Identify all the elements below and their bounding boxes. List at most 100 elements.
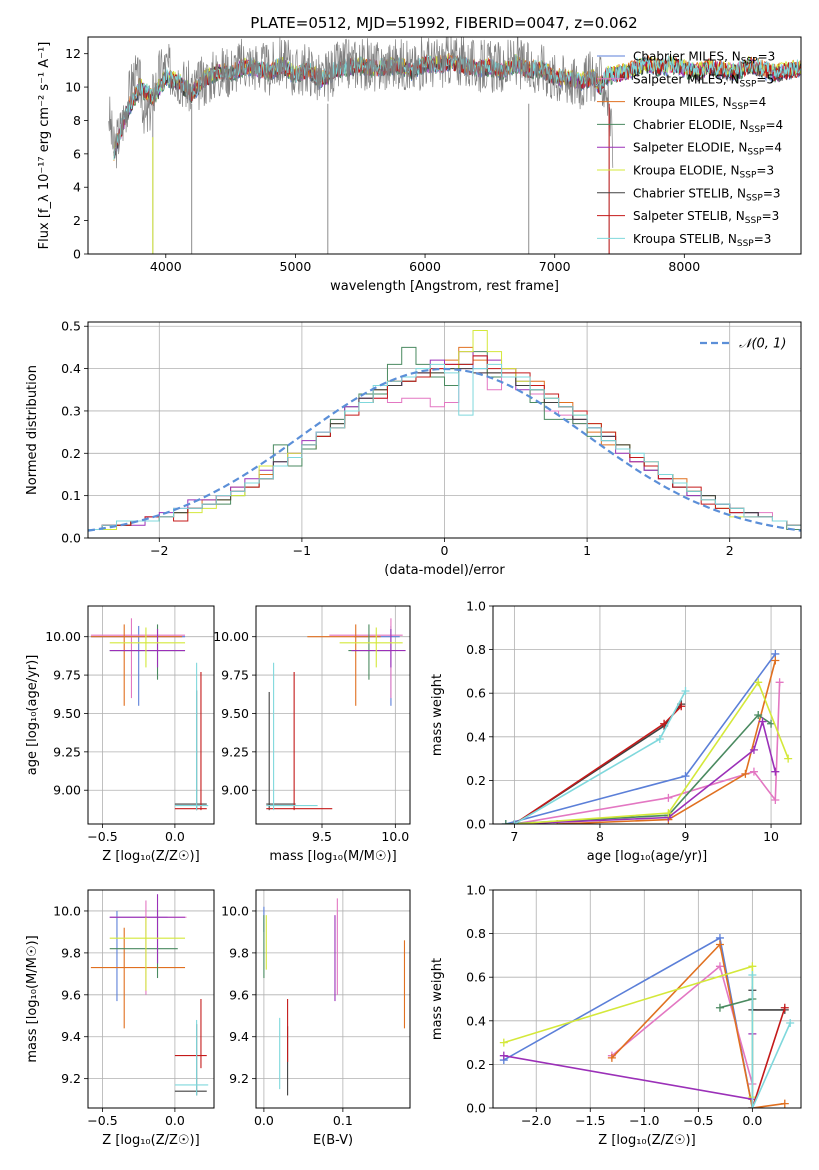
weight-age-marker-8 [681, 687, 690, 696]
weight-age-series-5 [514, 680, 789, 824]
legend-label-text: Kroupa ELODIE, N [633, 164, 740, 178]
spectrum-data-line [108, 37, 614, 169]
spectrum-xtick-label: 5000 [280, 259, 312, 274]
z-mass-ytick-label: 9.4 [61, 1029, 81, 1044]
weight-age-frame [492, 605, 802, 825]
weight-age-marker-4 [758, 717, 767, 726]
z-mass-ytick-label: 9.6 [61, 987, 81, 1002]
weight-z-series-6 [751, 990, 785, 1011]
z-age-xlabel: Z [log₁₀(Z/Z☉)] [102, 849, 199, 864]
legend-label-tail: =3 [756, 164, 774, 178]
legend-label-0: Chabrier MILES, NSSP=3 [633, 50, 775, 67]
legend-label-4: Salpeter ELODIE, NSSP=4 [633, 141, 782, 158]
weight-z-series-4 [503, 1033, 754, 1101]
z-mass-ytick-label: 10.0 [53, 903, 81, 918]
weight-z-ylabel: mass weight [430, 958, 445, 1040]
ebv-mass-xlabel: E(B-V) [313, 1133, 353, 1148]
mass-age-xtick-label: 9.5 [312, 829, 332, 844]
residuals-ytick-label: 0.1 [61, 488, 81, 503]
weight-z-marker-8 [748, 1104, 757, 1108]
weight-age-series-6 [513, 703, 682, 824]
residuals-ytick-label: 0.4 [61, 361, 81, 376]
ebv-mass-ytick-label: 9.6 [229, 987, 249, 1002]
mass-age-xtick-label: 10.0 [381, 829, 409, 844]
z-age-ytick-label: 9.50 [53, 706, 81, 721]
z-age-ytick-label: 9.00 [53, 783, 81, 798]
legend-label-tail: =3 [763, 186, 781, 200]
residuals-frame [87, 321, 802, 539]
weight-age-series-3 [505, 713, 772, 824]
weight-z-xtick-label: −2.0 [521, 1113, 551, 1128]
spectrum-frame [87, 36, 802, 255]
mass-age-panel: 9.5 10.0 9.00 9.25 9.50 9.75 10.00 mass [log₁₀(… [213, 605, 411, 864]
z-mass-xtick-label: 0.0 [165, 1113, 185, 1128]
weight-age-xtick-label: 9 [682, 829, 690, 844]
residuals-ytick-label: 0.0 [61, 531, 81, 546]
residuals-xtick-label: −2 [150, 543, 168, 558]
weight-age-marker-3 [754, 711, 763, 719]
z-mass-xtick-label: −0.5 [87, 1113, 117, 1128]
residuals-ytick-label: 0.5 [61, 319, 81, 334]
z-age-ylabel: age [log₁₀(age/yr)] [25, 655, 40, 776]
ebv-mass-ytick-label: 9.4 [229, 1029, 249, 1044]
z-mass-ylabel: mass [log₁₀(M/M☉)] [25, 935, 40, 1062]
z-age-plot-area [90, 618, 209, 811]
spectrum-xlabel: wavelength [Angstrom, rest frame] [330, 279, 559, 294]
residuals-ylabel: Normed distribution [25, 365, 40, 495]
weight-age-marker-7 [660, 719, 669, 728]
z-age-ytick-label: 9.25 [53, 744, 81, 759]
weight-z-frame [492, 889, 802, 1109]
weight-z-plot-area [499, 933, 795, 1108]
mass-age-ytick-label: 9.75 [221, 668, 249, 683]
legend-label-1: Salpeter MILES, NSSP=5 [633, 72, 774, 89]
weight-age-marker-1 [664, 793, 673, 802]
legend-label-text: Kroupa MILES, N [633, 95, 732, 109]
z-age-ytick-label: 10.00 [45, 629, 81, 644]
residuals-xtick-label: 2 [726, 543, 734, 558]
weight-age-marker-1 [771, 796, 780, 805]
normal-reference-curve [88, 367, 801, 532]
weight-age-marker-4 [771, 767, 780, 776]
weight-z-marker-3 [715, 1003, 724, 1012]
weight-age-xtick-label: 7 [510, 829, 518, 844]
weight-age-series-2 [557, 660, 777, 824]
weight-z-ytick-label: 0.8 [466, 926, 486, 941]
weight-z-marker-8 [748, 971, 757, 980]
weight-age-marker-4 [749, 745, 758, 754]
legend-label-subscript: SSP [740, 79, 757, 89]
legend-label-text: Salpeter STELIB, N [633, 209, 745, 223]
weight-z-ytick-label: 1.0 [466, 883, 486, 898]
spectrum-ytick-label: 10 [65, 80, 81, 95]
residuals-xlabel: (data-model)/error [384, 563, 505, 578]
legend-label-tail: =4 [764, 141, 782, 155]
spectrum-ytick-label: 12 [65, 46, 81, 61]
spectrum-plot-area [108, 37, 801, 254]
z-age-ytick-label: 9.75 [53, 668, 81, 683]
legend-label-tail: =4 [765, 118, 783, 132]
weight-age-ylabel: mass weight [430, 674, 445, 756]
ebv-mass-ytick-label: 10.0 [221, 903, 249, 918]
weight-age-marker-2 [741, 769, 750, 778]
weight-age-series-1 [514, 682, 781, 824]
mass-age-ytick-label: 9.00 [221, 783, 249, 798]
z-age-xtick-label: −0.5 [87, 829, 117, 844]
legend-label-subscript: SSP [747, 148, 764, 158]
legend-label-text: Salpeter MILES, N [633, 72, 740, 86]
weight-age-marker-7 [677, 702, 686, 711]
weight-z-marker-2 [780, 1099, 789, 1108]
weight-z-marker-2 [607, 1053, 616, 1062]
weight-age-marker-8 [510, 820, 519, 824]
weight-z-ytick-label: 0.6 [466, 970, 486, 985]
residuals-xtick-label: 0 [441, 543, 449, 558]
weight-z-marker-4 [499, 1051, 508, 1060]
legend-label-subscript: SSP [749, 125, 766, 135]
z-mass-plot-area [90, 894, 209, 1096]
weight-age-marker-1 [775, 678, 784, 687]
legend-label-subscript: SSP [741, 57, 758, 67]
weight-age-xtick-label: 10 [763, 829, 779, 844]
weight-age-ytick-label: 1.0 [466, 599, 486, 614]
legend-label-subscript: SSP [745, 216, 762, 226]
legend-label-5: Kroupa ELODIE, NSSP=3 [633, 164, 774, 181]
spectrum-xtick-label: 4000 [150, 259, 182, 274]
